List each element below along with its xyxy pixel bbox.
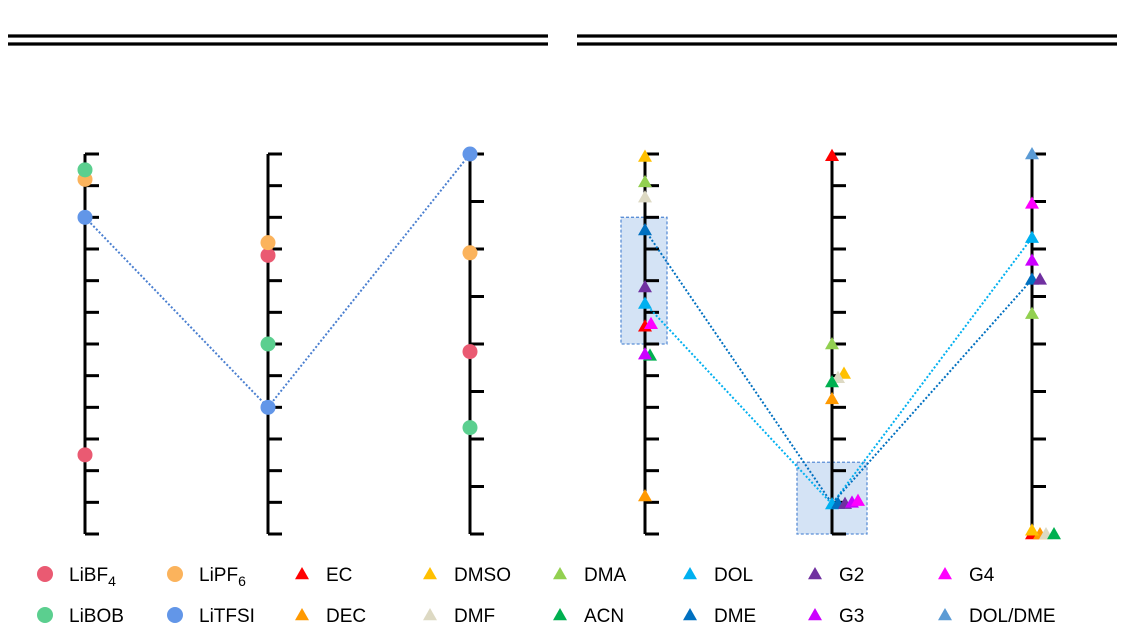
point-g3-solv_compat [1025,253,1039,266]
legend-item-g3: G3 [808,606,864,627]
legend-item-libob: LiBOB [37,606,124,627]
point-libob-chem [260,336,276,352]
legend-label-g3: G3 [839,606,864,627]
legend-label-lipf6: LiPF6 [199,565,246,589]
legend-marker-ec [295,567,309,580]
legend-label-dma: DMA [584,565,627,586]
legend-label-libf4: LiBF4 [69,565,116,589]
legend-marker-litfsi [167,607,183,623]
point-dmso-donor [638,149,652,162]
point-g2-donor [638,280,652,293]
point-g4-donor [644,316,658,329]
point-libob-ionic [77,162,93,178]
point-lipf6-chem [260,235,276,251]
point-acn-dielectric [825,375,839,388]
point-litfsi-ionic [77,209,93,225]
axis-solv_compat [1030,152,1046,536]
point-g2-solv_compat [1033,272,1047,285]
legend-item-dmf: DMF [423,606,495,627]
legend-label-ec: EC [326,565,352,586]
axis-donor [643,152,659,536]
legend-marker-dol [683,567,697,580]
legend-label-acn: ACN [584,606,624,627]
point-acn-solv_compat [1047,527,1061,540]
point-dec-donor [638,489,652,502]
point-g4-solv_compat [1025,196,1039,209]
legend-marker-dec [295,608,309,621]
point-dol-solv_compat [1025,230,1039,243]
point-dme-donor [638,223,652,236]
axes [83,152,1046,536]
point-dmf-donor [638,190,652,203]
point-libf4-ionic [77,447,93,463]
legend-item-dma: DMA [553,565,627,586]
point-g4-dielectric [851,493,865,506]
legend-label-libob: LiBOB [69,606,124,627]
legend-marker-dmf [423,608,437,621]
point-dma-solv_compat [1025,306,1039,319]
legend-item-g2: G2 [808,565,864,586]
legend-label-litfsi: LiTFSI [199,606,255,627]
point-libob-salt_compat [462,420,478,436]
point-dma-dielectric [825,337,839,350]
point-dmso-solv_compat [1025,523,1039,536]
point-libf4-salt_compat [462,344,478,360]
group-headers [8,34,1117,46]
legend-label-dol-dme: DOL/DME [969,606,1056,627]
point-dol-donor [638,296,652,309]
point-dol-dme-solv_compat [1025,147,1039,160]
legend-label-dmf: DMF [454,606,495,627]
legend-marker-libob [37,607,53,623]
legend-marker-g2 [808,567,822,580]
legend-item-litfsi: LiTFSI [167,606,255,627]
legend-item-dmso: DMSO [423,565,511,586]
data-points [77,146,1061,540]
legend-label-g4: G4 [969,565,995,586]
legend-marker-lipf6 [167,566,183,582]
legend-item-lipf6: LiPF6 [167,565,246,589]
legend-marker-dmso [423,567,437,580]
legend-item-dol: DOL [683,565,753,586]
legend-label-g2: G2 [839,565,864,586]
point-litfsi-salt_compat [462,146,478,162]
legend-item-dol-dme: DOL/DME [938,606,1056,627]
legend-label-dme: DME [714,606,756,627]
legend-marker-acn [553,608,567,621]
legend-item-dec: DEC [295,606,366,627]
legend-marker-dma [553,567,567,580]
point-lipf6-salt_compat [462,245,478,261]
legend-item-dme: DME [683,606,756,627]
legend-label-dol: DOL [714,565,753,586]
legend-marker-dol-dme [938,608,952,621]
legend-marker-g3 [808,608,822,621]
connector-lines [84,153,1033,506]
legend: LiBF4 LiPF6 EC DMSO DMA DOL G2 G4 LiBOB LiTFSI DEC… [37,565,1056,627]
point-ec-dielectric [825,148,839,161]
connector-line-1 [644,236,1033,506]
point-litfsi-chem [260,399,276,415]
axis-salt_compat [468,152,484,536]
point-dma-donor [638,174,652,188]
point-dec-dielectric [825,391,839,405]
legend-marker-g4 [938,567,952,580]
point-g3-donor [638,347,652,360]
legend-item-g4: G4 [938,565,995,586]
legend-label-dmso: DMSO [454,565,511,586]
point-libf4-chem [260,247,276,263]
legend-marker-libf4 [37,566,53,582]
legend-item-acn: ACN [553,606,624,627]
legend-label-dec: DEC [326,606,366,627]
legend-item-ec: EC [295,565,352,586]
legend-marker-dme [683,608,697,621]
legend-item-libf4: LiBF4 [37,565,116,589]
